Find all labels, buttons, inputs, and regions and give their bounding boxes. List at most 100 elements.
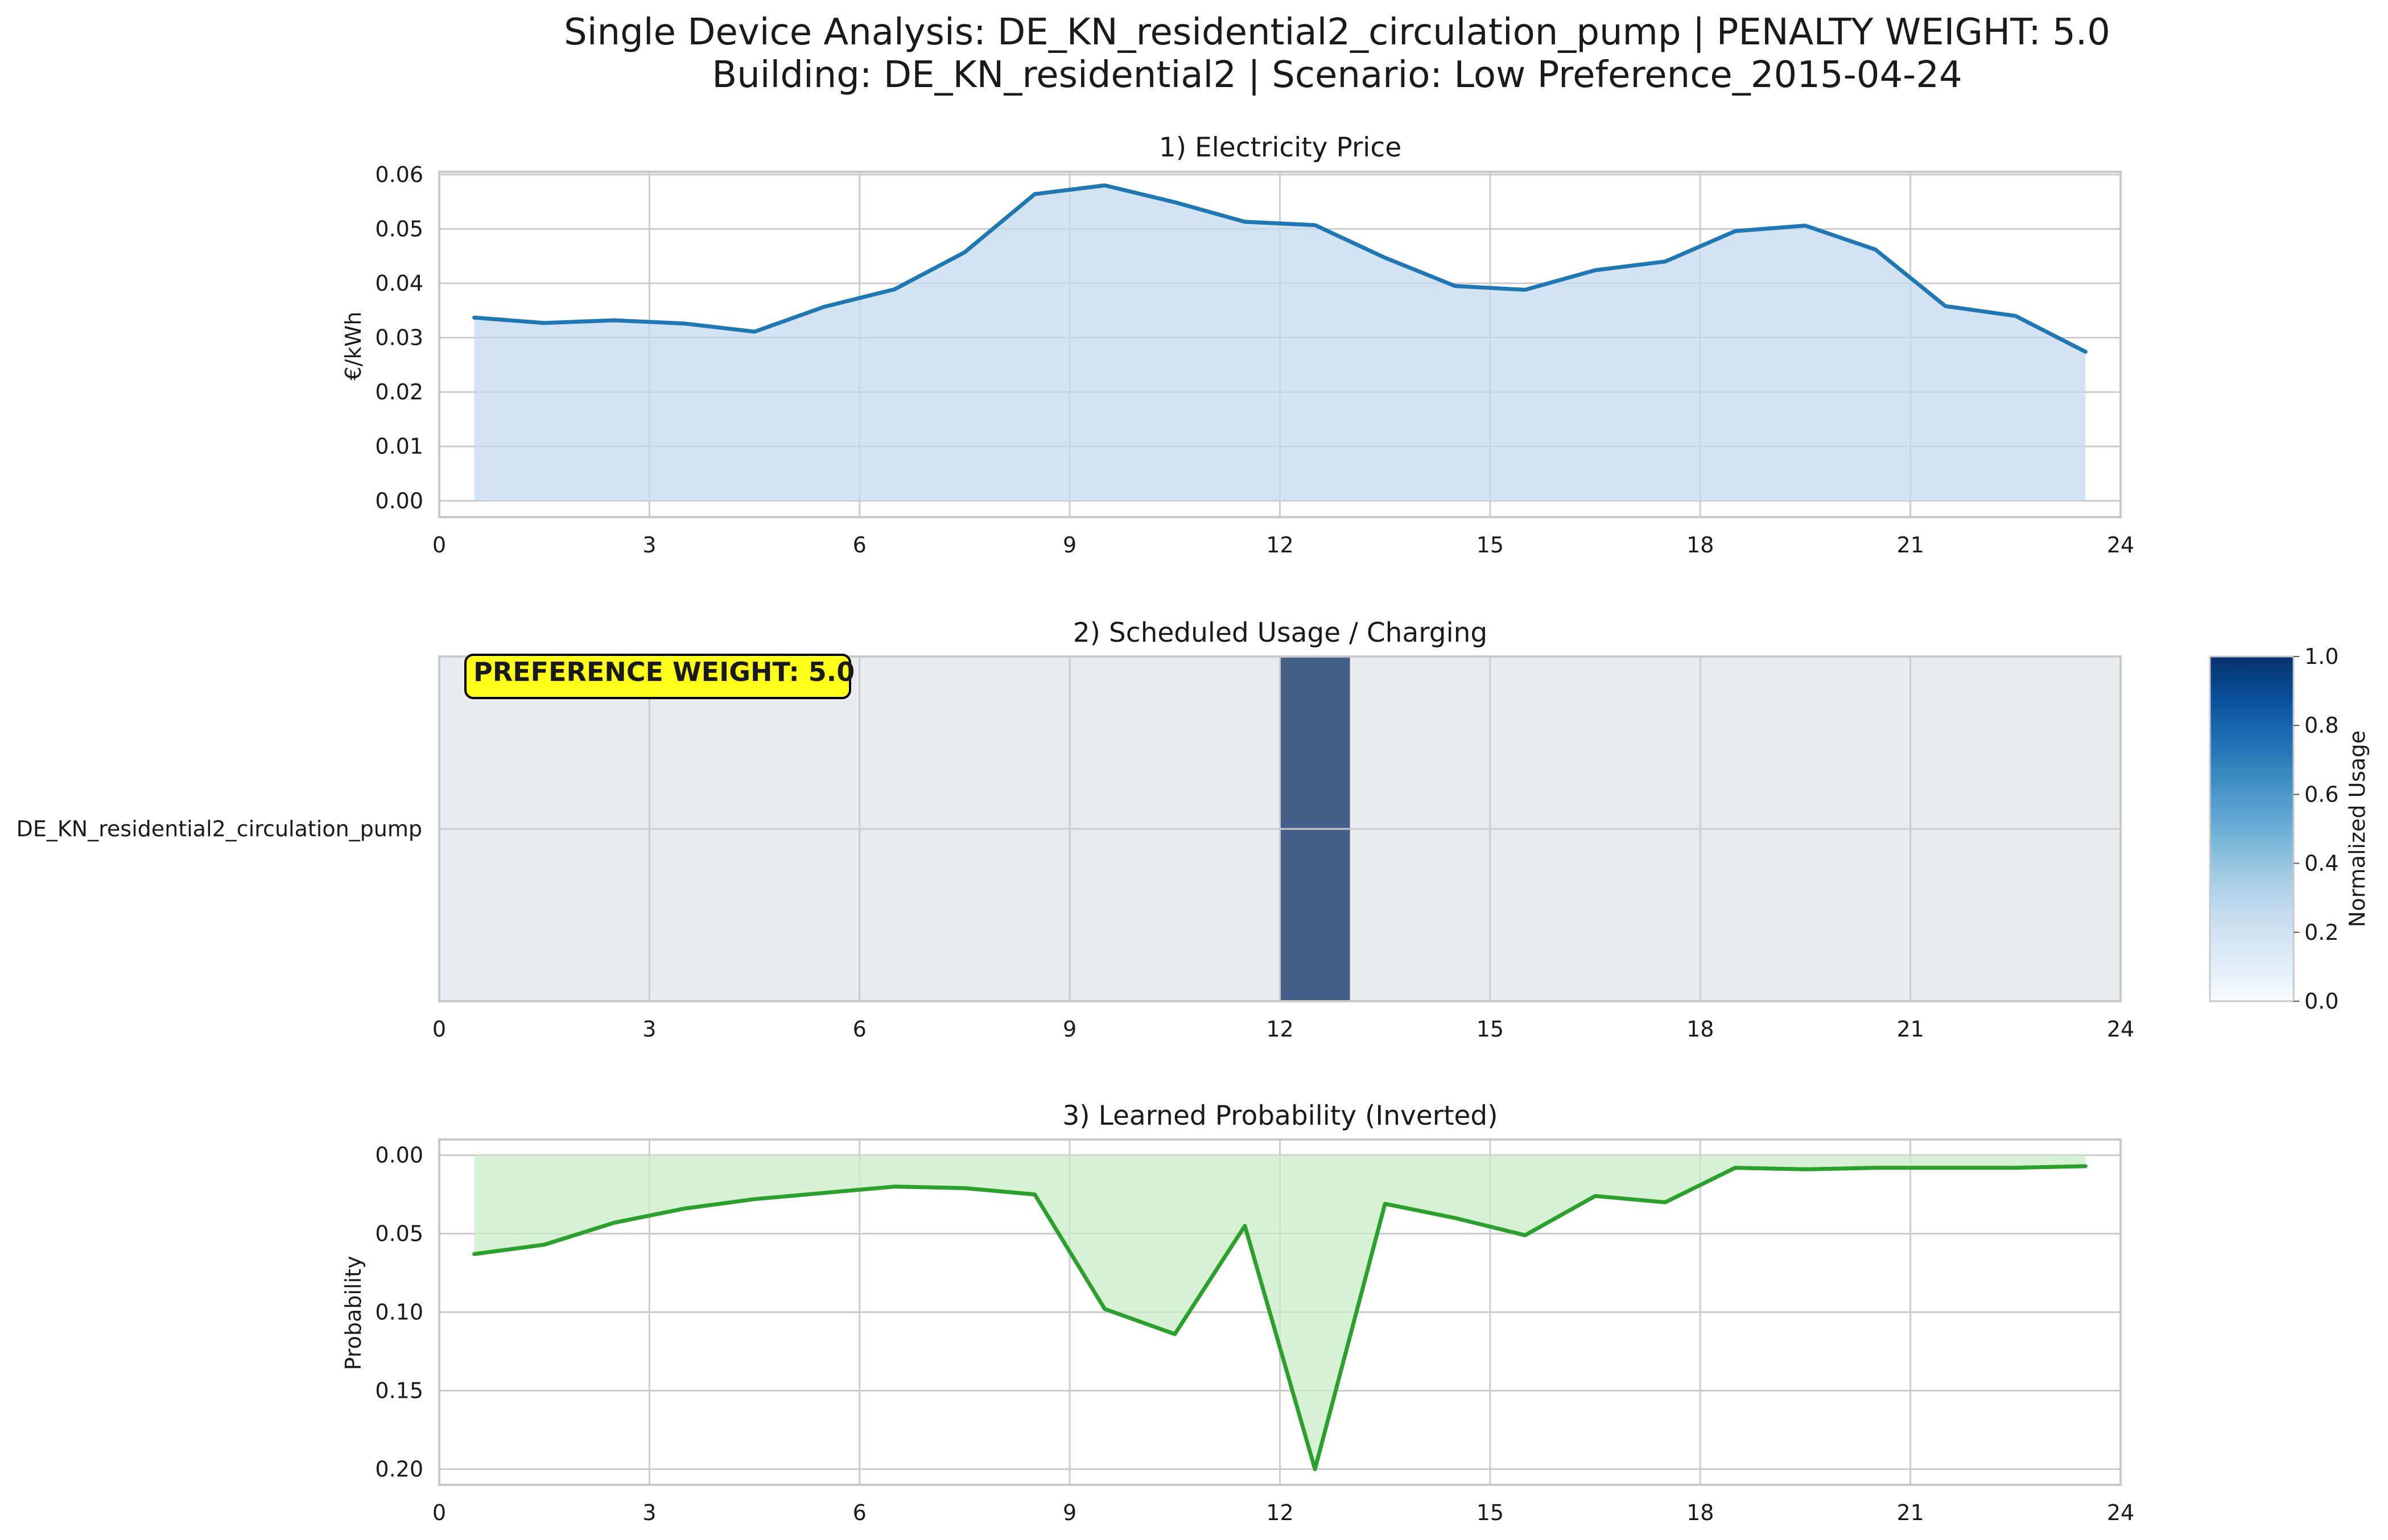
schedule-row-label: DE_KN_residential2_circulation_pump [17, 816, 422, 841]
probability-data-point [1803, 1167, 1808, 1171]
probability-y-tick-label: 0.10 [375, 1300, 423, 1325]
price-series-line [472, 183, 2088, 354]
price-data-point [472, 315, 477, 320]
price-x-tick-label: 15 [1476, 532, 1504, 558]
price-data-point [1593, 268, 1598, 273]
price-data-point [682, 321, 687, 326]
probability-data-point [612, 1220, 617, 1225]
price-data-point [1313, 223, 1317, 228]
probability-data-point [1313, 1467, 1317, 1471]
colorbar-gradient [2209, 655, 2295, 1002]
price-data-point [962, 250, 967, 254]
probability-x-tick-label: 6 [853, 1500, 867, 1525]
probability-x-tick-label: 12 [1266, 1500, 1293, 1525]
price-area-fill [474, 185, 2086, 501]
probability-data-point [1173, 1332, 1177, 1336]
price-data-point [1103, 183, 1107, 188]
price-x-tick-label: 0 [432, 532, 446, 558]
price-x-tick-label: 21 [1896, 532, 1924, 558]
price-data-point [1383, 255, 1387, 260]
colorbar-label: Normalized Usage [2345, 730, 2370, 927]
probability-data-point [1943, 1166, 1948, 1170]
probability-chart-title: 3) Learned Probability (Inverted) [1062, 1100, 1498, 1132]
probability-x-tick-label: 18 [1686, 1500, 1714, 1525]
probability-data-point [1033, 1192, 1037, 1197]
schedule-chart-title: 2) Scheduled Usage / Charging [1073, 617, 1488, 649]
probability-plot-frame [438, 1138, 2122, 1486]
price-y-tick-label: 0.03 [375, 325, 423, 350]
probability-data-point [1593, 1194, 1598, 1198]
price-y-tick-label: 0.00 [375, 488, 423, 513]
probability-x-tick-label: 3 [642, 1500, 656, 1525]
price-data-point [1943, 304, 1948, 308]
price-y-tick-label: 0.04 [375, 271, 423, 296]
price-data-point [822, 304, 827, 309]
price-x-tick-label: 18 [1686, 532, 1714, 558]
schedule-x-tick-label: 24 [2107, 1017, 2134, 1042]
price-data-point [1733, 229, 1738, 233]
price-x-tick-label: 6 [853, 532, 867, 558]
colorbar: 0.0 0.2 0.4 0.6 0.8 1.0 Normalized Usage [2209, 644, 2370, 1014]
probability-y-tick-label: 0.00 [375, 1143, 423, 1168]
probability-data-point [1733, 1166, 1738, 1170]
probability-area-fill [474, 1155, 2086, 1469]
preference-weight-label: PREFERENCE WEIGHT: 5.0 [473, 657, 855, 687]
probability-data-point [1523, 1233, 1527, 1237]
price-y-tick-label: 0.06 [375, 162, 423, 187]
price-y-axis-label: €/kWh [341, 312, 366, 381]
probability-data-point [752, 1197, 757, 1202]
schedule-x-tick-label: 18 [1686, 1017, 1714, 1042]
probability-x-tick-label: 24 [2107, 1500, 2134, 1525]
colorbar-tick-label: 0.0 [2304, 989, 2338, 1014]
colorbar-tick-label: 0.2 [2304, 920, 2338, 945]
preference-weight-annotation: PREFERENCE WEIGHT: 5.0 [464, 654, 855, 699]
probability-x-tick-label: 0 [432, 1500, 446, 1525]
price-data-point [2013, 313, 2018, 318]
probability-y-tick-label: 0.20 [375, 1456, 423, 1481]
schedule-x-tick-label: 12 [1266, 1017, 1293, 1042]
price-x-tick-label: 3 [642, 532, 656, 558]
probability-data-point [472, 1252, 477, 1256]
price-data-point [1173, 200, 1177, 205]
price-data-point [752, 329, 757, 334]
schedule-x-tick-label: 21 [1896, 1017, 1924, 1042]
probability-data-point [1243, 1224, 1247, 1228]
probability-x-tick-label: 9 [1063, 1500, 1077, 1525]
price-y-tick-label: 0.05 [375, 216, 423, 241]
schedule-x-tick-label: 6 [853, 1017, 867, 1042]
probability-data-point [542, 1242, 547, 1247]
schedule-x-tick-label: 15 [1476, 1017, 1504, 1042]
probability-chart-panel: 3) Learned Probability (Inverted) Probab… [341, 1100, 2134, 1525]
price-chart-panel: 1) Electricity Price €/kWh 0 3 6 9 12 15 18 21 2… [341, 132, 2134, 558]
price-y-tick-label: 0.02 [375, 379, 423, 404]
colorbar-tick-label: 1.0 [2304, 644, 2338, 669]
probability-data-point [1103, 1307, 1107, 1311]
probability-data-point [892, 1184, 897, 1189]
price-data-point [542, 321, 547, 325]
schedule-chart-panel: 2) Scheduled Usage / Charging DE_KN_resi… [17, 617, 2370, 1042]
probability-data-point [2013, 1166, 2018, 1170]
probability-data-point [1663, 1200, 1668, 1204]
price-data-point [612, 318, 617, 323]
price-data-point [1803, 224, 1808, 228]
price-data-point [1523, 287, 1527, 292]
price-plot-frame [438, 171, 2122, 518]
price-data-point [1243, 220, 1247, 224]
probability-data-point [962, 1186, 967, 1191]
price-x-tick-label: 12 [1266, 532, 1293, 558]
probability-x-tick-label: 15 [1476, 1500, 1504, 1525]
price-x-tick-label: 24 [2107, 532, 2134, 558]
price-x-tick-label: 9 [1063, 532, 1077, 558]
price-data-point [2083, 349, 2088, 354]
probability-y-tick-label: 0.15 [375, 1378, 423, 1403]
price-data-point [1873, 247, 1878, 252]
probability-data-point [1383, 1202, 1387, 1206]
colorbar-tick-label: 0.4 [2304, 851, 2338, 876]
probability-y-axis-label: Probability [341, 1256, 366, 1370]
probability-data-point [1873, 1166, 1878, 1170]
schedule-plot-frame [438, 655, 2122, 1002]
figure-title-line2: Building: DE_KN_residential2 | Scenario:… [712, 54, 1962, 96]
price-y-tick-label: 0.01 [375, 434, 423, 459]
price-data-point [1033, 192, 1037, 196]
